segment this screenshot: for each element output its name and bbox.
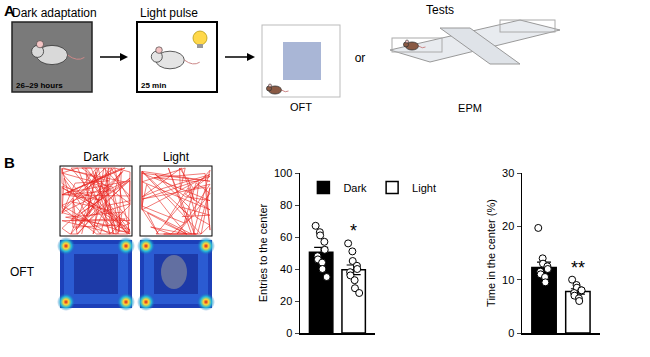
svg-text:OFT: OFT — [290, 101, 312, 113]
svg-text:Tests: Tests — [426, 3, 454, 17]
svg-text:Light pulse: Light pulse — [140, 6, 198, 20]
svg-text:0: 0 — [508, 327, 514, 339]
svg-text:20: 20 — [502, 220, 514, 232]
svg-text:80: 80 — [280, 199, 292, 211]
svg-text:Entries to the center: Entries to the center — [257, 203, 269, 302]
svg-text:B: B — [4, 154, 15, 171]
svg-text:30: 30 — [502, 167, 514, 179]
svg-text:Dark: Dark — [83, 150, 109, 164]
svg-text:or: or — [355, 51, 366, 65]
svg-text:40: 40 — [280, 263, 292, 275]
svg-text:26–29 hours: 26–29 hours — [16, 81, 63, 90]
svg-text:A: A — [4, 2, 15, 19]
svg-text:60: 60 — [280, 231, 292, 243]
svg-text:OFT: OFT — [10, 265, 35, 279]
svg-text:100: 100 — [274, 167, 292, 179]
svg-text:10: 10 — [502, 274, 514, 286]
svg-text:0: 0 — [286, 327, 292, 339]
svg-text:25 min: 25 min — [141, 81, 166, 90]
svg-text:Time in the center (%): Time in the center (%) — [485, 199, 497, 307]
svg-text:20: 20 — [280, 295, 292, 307]
svg-text:Dark: Dark — [343, 182, 367, 194]
svg-text:Light: Light — [412, 182, 436, 194]
svg-text:Dark adaptation: Dark adaptation — [12, 6, 97, 20]
svg-text:*: * — [350, 221, 357, 241]
svg-text:Light: Light — [163, 150, 190, 164]
svg-text:**: ** — [571, 258, 585, 278]
svg-text:EPM: EPM — [458, 102, 482, 114]
